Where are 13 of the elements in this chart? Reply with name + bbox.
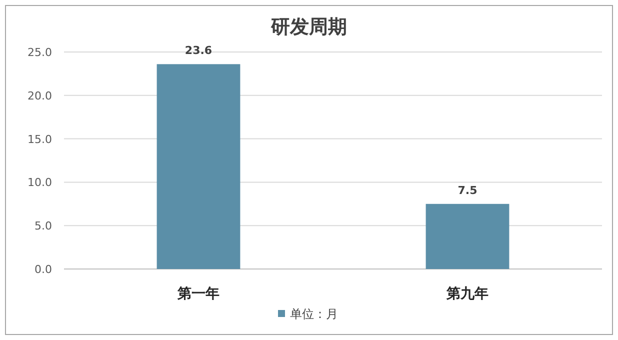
y-tick-label: 15.0 [28,132,52,146]
y-tick-label: 25.0 [28,46,52,59]
data-label: 23.6 [184,44,212,58]
legend-label: 单位：月 [290,307,338,321]
y-tick-label: 10.0 [28,176,52,190]
x-tick-label: 第一年 [176,286,220,302]
legend: 单位：月 [278,307,338,321]
y-tick-label: 0.0 [34,263,52,276]
x-tick-label: 第九年 [446,286,488,302]
title: 研发周期 [271,16,347,38]
y-tick-label: 20.0 [28,89,52,102]
y-tick-label: 5.0 [34,220,52,233]
data-label: 7.5 [458,184,478,197]
